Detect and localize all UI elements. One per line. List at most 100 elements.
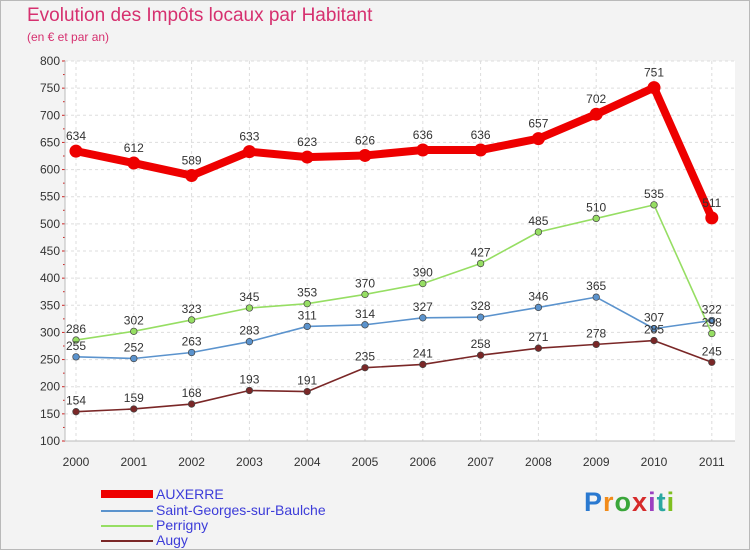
data-point [130,405,138,413]
logo-letter: x [632,487,649,517]
data-point [592,293,600,301]
legend-item-augy: Augy [101,532,401,549]
data-point [303,322,311,331]
data-point [708,329,716,338]
data-point [242,145,256,159]
data-label: 623 [297,135,317,149]
x-tick-label: 2002 [178,455,205,469]
x-tick-label: 2000 [63,455,90,469]
legend-label-saint-georges: Saint-Georges-sur-Baulche [156,502,326,518]
legend-label-augy: Augy [156,532,188,548]
y-tick-label: 600 [40,163,60,177]
data-point [303,387,311,396]
data-point [358,148,372,162]
data-point [361,290,369,299]
data-label: 353 [297,286,317,300]
data-label: 365 [586,279,606,293]
data-label: 511 [702,196,721,210]
data-point [127,156,141,170]
data-point [130,327,138,335]
data-point [69,144,83,158]
y-tick-label: 200 [40,380,60,394]
data-point [589,107,603,121]
y-tick-label: 350 [40,298,60,312]
data-label: 193 [239,373,259,387]
data-label: 626 [355,133,375,147]
data-point [531,132,545,146]
legend-label-perrigny: Perrigny [156,517,209,533]
legend-item-perrigny: Perrigny [101,517,401,534]
data-label: 636 [413,128,433,142]
chart-subtitle: (en € et par an) [27,30,110,44]
y-tick-label: 700 [40,108,60,122]
legend-item-auxerre: AUXERRE [101,486,401,503]
data-point [361,321,369,329]
y-tick-label: 150 [40,407,60,421]
x-tick-label: 2007 [467,455,494,469]
legend-swatch-augy [101,540,153,542]
y-tick-label: 800 [40,54,60,68]
series-line-2 [75,204,713,341]
data-point [419,314,427,322]
data-label: 278 [586,326,606,340]
series-line-1 [75,296,713,360]
data-point [187,400,196,408]
legend-swatch-saint-georges [101,510,153,512]
data-point [300,150,314,164]
data-point [708,316,716,325]
y-tick-label: 400 [40,271,60,285]
data-point [419,279,427,288]
data-label: 252 [124,340,144,354]
data-point [245,338,254,346]
data-label: 245 [702,344,722,358]
data-label: 271 [528,330,548,344]
data-label: 328 [471,299,491,313]
data-label: 751 [644,66,664,80]
x-tick-label: 2001 [120,455,147,469]
data-label: 302 [124,313,144,327]
data-label: 323 [182,302,202,316]
data-label: 657 [528,117,548,131]
plot-area [65,61,735,441]
data-point [476,259,485,268]
data-point [130,354,138,363]
data-label: 241 [413,346,433,360]
y-tick-label: 300 [40,325,60,339]
data-label: 636 [471,128,491,142]
y-tick-label: 250 [40,353,60,367]
data-point [72,336,80,344]
data-label: 346 [528,289,548,303]
data-label: 191 [297,374,317,388]
data-label: 702 [586,92,606,106]
logo-letter: o [614,487,633,517]
data-label: 154 [66,394,86,408]
data-point [245,386,254,395]
logo-letter: i [666,487,676,517]
x-tick-label: 2008 [525,455,552,469]
proxiti-logo: Proxiti [584,487,675,518]
logo-letter: P [584,487,604,517]
data-point [650,201,658,209]
data-label: 427 [471,245,491,259]
y-tick-label: 550 [40,190,60,204]
data-label: 390 [413,266,433,280]
data-point [534,344,543,352]
data-label: 633 [239,130,259,144]
y-tick-label: 750 [40,81,60,95]
y-tick-label: 650 [40,135,60,149]
x-tick-label: 2010 [641,455,668,469]
data-point [303,300,311,308]
x-tick-label: 2006 [409,455,436,469]
data-point [650,324,658,333]
legend-swatch-perrigny [101,525,153,527]
data-point [650,336,658,345]
x-tick-label: 2003 [236,455,263,469]
legend-item-saint-georges: Saint-Georges-sur-Baulche [101,502,401,519]
y-tick-label: 100 [40,434,60,448]
logo-letter: i [648,487,657,517]
data-label: 634 [66,129,86,143]
y-tick-label: 450 [40,244,60,258]
data-point [72,353,80,361]
data-label: 535 [644,187,664,201]
data-point [361,364,369,372]
